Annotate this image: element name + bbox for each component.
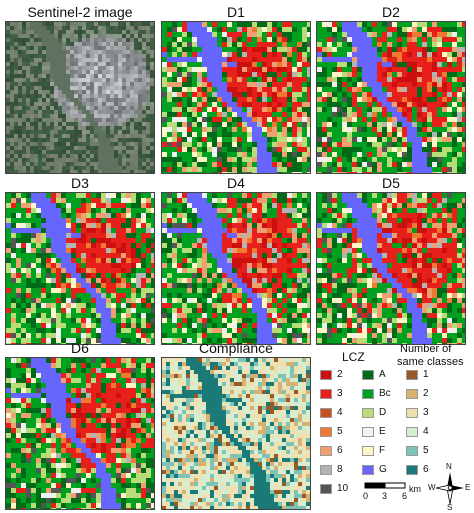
compliance-legend-item: 6 [406,464,429,476]
scale-bar-graphic [364,482,406,489]
legend-label: 3 [337,388,343,399]
panel-d1: D1 [161,4,311,174]
lcz-legend-item: D [362,407,386,419]
panel-d2: D2 [316,4,466,174]
legend-swatch [406,408,418,418]
legend-label: Bc [379,388,391,399]
legend-swatch [362,465,374,475]
west-label: W [428,483,436,492]
compliance-legend-title-2: same classes [397,356,464,368]
lcz-legend-item: 2 [320,369,343,381]
lcz-legend-item: 5 [320,426,343,438]
lcz-legend-title: LCZ [342,350,365,364]
panel-sentinel: Sentinel-2 image [5,4,155,174]
compliance-map [161,357,311,510]
scale-tick-6: 6 [402,491,408,501]
legend-swatch [362,389,374,399]
legend-swatch [406,465,418,475]
legend-label: 3 [423,407,429,418]
legend-label: E [379,426,386,437]
compliance-legend-item: 3 [406,407,429,419]
legend-label: 2 [337,369,343,380]
lcz-legend-item: G [362,464,387,476]
lcz-legend-item: F [362,445,385,457]
lcz-legend-item: 4 [320,407,343,419]
lcz-map [5,357,155,510]
satellite-image [5,21,155,174]
legend-label: 6 [423,464,429,475]
lcz-map [161,21,311,174]
south-label: S [447,503,453,512]
lcz-legend-item: A [362,369,386,381]
panel-compliance: Compliance [161,340,311,510]
legend-swatch [406,427,418,437]
compliance-legend-item: 2 [406,388,429,400]
legend-swatch [406,370,418,380]
legend-label: A [379,369,386,380]
legend-swatch [320,427,332,437]
legend-label: 4 [423,426,429,437]
lcz-legend-item: Bc [362,388,391,400]
panel-title: D2 [382,4,400,20]
scale-unit: km [409,484,421,494]
lcz-legend-item: E [362,426,386,438]
panel-d5: D5 [316,175,466,345]
legend-label: F [379,445,386,456]
legend-swatch [362,446,374,456]
legend-swatch [362,370,374,380]
legend-label: 6 [337,445,343,456]
legend-swatch [320,408,332,418]
lcz-map [316,21,466,174]
legend-swatch [406,446,418,456]
north-label: N [446,462,452,471]
scale-tick-3: 3 [382,491,388,501]
east-label: E [465,483,471,492]
compliance-legend-item: 1 [406,369,429,381]
legend-label: 10 [337,483,349,494]
legend-label: 2 [423,388,429,399]
lcz-map [316,192,466,345]
lcz-legend-item: 6 [320,445,343,457]
compliance-legend-item: 5 [406,445,429,457]
legend-label: 1 [423,369,429,380]
legend-swatch [362,427,374,437]
panel-title: D3 [71,175,89,191]
legend-label: 8 [337,464,343,475]
panel-d3: D3 [5,175,155,345]
legend-swatch [362,408,374,418]
lcz-map [161,192,311,345]
legend-label: G [379,464,387,475]
legend-label: 5 [423,445,429,456]
legend-label: 4 [337,407,343,418]
scale-tick-0: 0 [363,491,369,501]
panel-title: D6 [71,340,89,356]
lcz-legend-item: 8 [320,464,343,476]
panel-title: D5 [382,175,400,191]
legend-swatch [320,484,332,494]
lcz-legend-item: 3 [320,388,343,400]
legend-swatch [320,389,332,399]
panel-title: D1 [227,4,245,20]
legend-swatch [320,446,332,456]
compliance-legend-title-1: Number of [400,343,452,355]
compass-rose-icon [435,472,464,505]
legend-label: D [379,407,387,418]
panel-title: Compliance [199,340,273,356]
legend-label: 5 [337,426,343,437]
panel-d6: D6 [5,340,155,510]
legend-swatch [320,370,332,380]
legend-swatch [320,465,332,475]
north-arrow: N S W E [428,462,471,512]
panel-d4: D4 [161,175,311,345]
scale-bar: 0 3 6 km [363,480,423,508]
lcz-map [5,192,155,345]
lcz-legend-item: 10 [320,483,348,495]
legend-swatch [406,389,418,399]
panel-title: D4 [227,175,245,191]
panel-title: Sentinel-2 image [27,4,133,20]
compliance-legend-item: 4 [406,426,429,438]
